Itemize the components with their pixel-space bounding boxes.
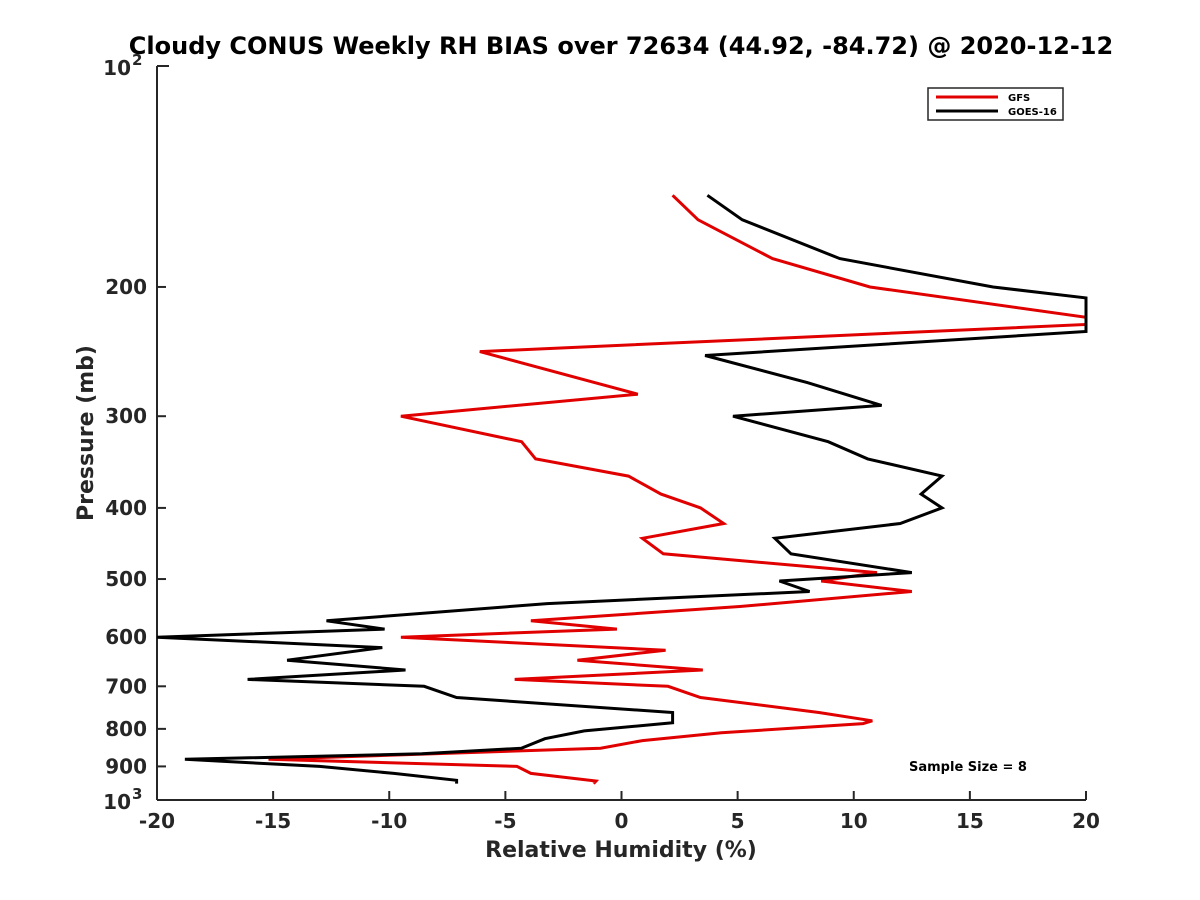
legend: GFS GOES-16 — [927, 87, 1064, 121]
y-tick-label: 700 — [105, 674, 147, 698]
x-tick-label: -15 — [255, 809, 291, 833]
x-tick-label: -5 — [494, 809, 516, 833]
series-line-goes-16 — [156, 194, 1088, 784]
legend-box — [927, 87, 1064, 121]
y-tick-label-exponent: 3 — [132, 785, 142, 803]
y-tick-label: 800 — [105, 717, 147, 741]
x-tick-label: 5 — [731, 809, 745, 833]
sample-size-annotation: Sample Size = 8 — [909, 760, 1027, 775]
legend-label: GOES-16 — [1008, 107, 1057, 118]
y-tick-label: 500 — [105, 567, 147, 591]
y-axis-title: Pressure (mb) — [74, 345, 99, 521]
y-tick-label: 600 — [105, 625, 147, 649]
x-tick-label: 0 — [615, 809, 629, 833]
x-tick-label: -10 — [371, 809, 407, 833]
x-axis-title: Relative Humidity (%) — [485, 838, 757, 863]
chart-title: Cloudy CONUS Weekly RH BIAS over 72634 (… — [129, 32, 1113, 60]
y-tick-label: 400 — [105, 496, 147, 520]
x-tick-label: 15 — [956, 809, 984, 833]
series-line-gfs — [268, 194, 1088, 785]
legend-label: GFS — [1008, 93, 1030, 104]
y-tick-label-power: 10 — [103, 790, 131, 814]
x-tick-label: 10 — [840, 809, 868, 833]
x-tick-label: 20 — [1072, 809, 1100, 833]
y-tick-label-power: 10 — [103, 56, 131, 80]
series-layer — [156, 194, 1088, 785]
y-tick-label: 300 — [105, 404, 147, 428]
axes: -20 -15 -10 -5 0 5 10 15 20 200 300 400 500 600 700 800… — [103, 51, 1100, 833]
y-tick-label-exponent: 2 — [132, 51, 142, 69]
y-tick-label: 200 — [105, 275, 147, 299]
x-tick-label: -20 — [139, 809, 175, 833]
y-tick-label: 900 — [105, 754, 147, 778]
